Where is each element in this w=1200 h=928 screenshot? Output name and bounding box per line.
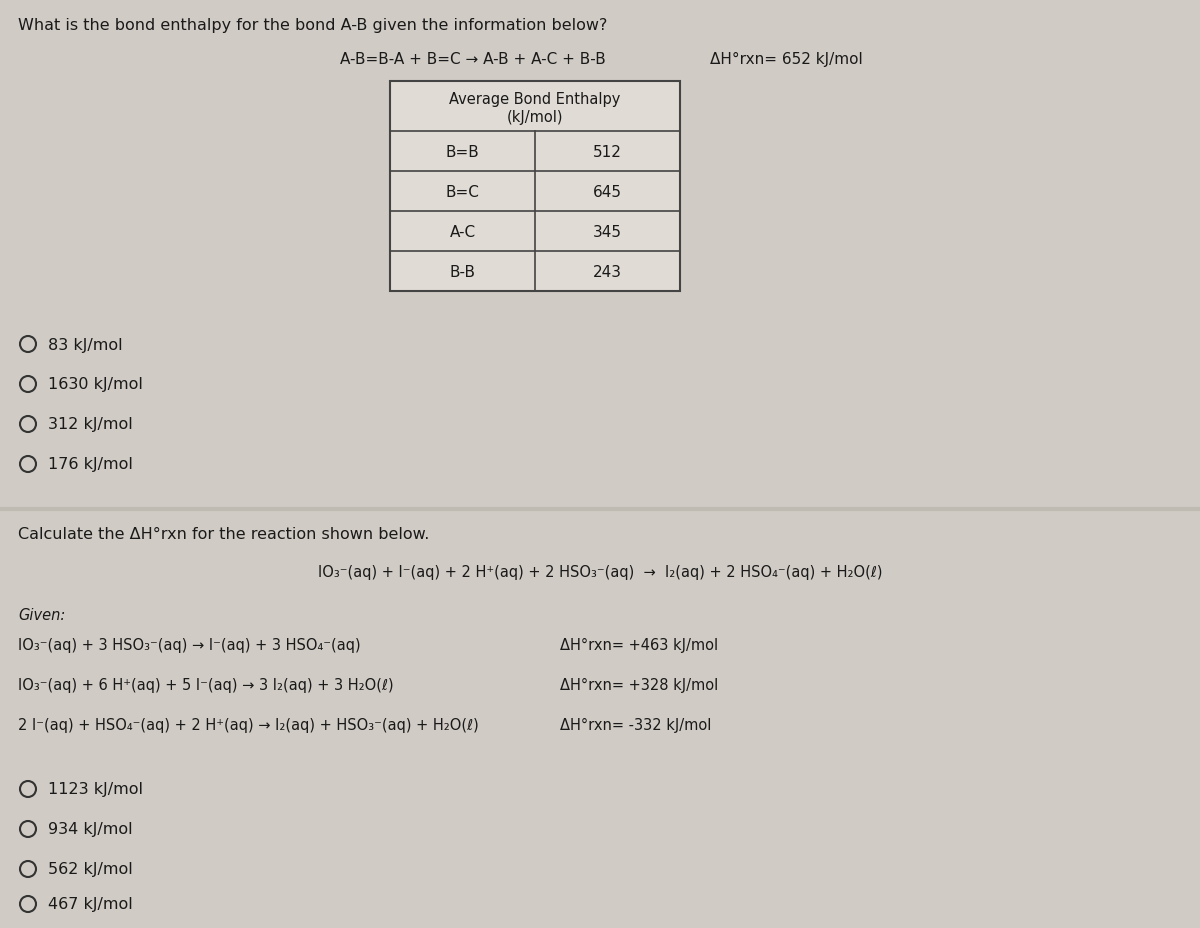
Text: ΔH°rxn= 652 kJ/mol: ΔH°rxn= 652 kJ/mol (710, 52, 863, 67)
Text: 467 kJ/mol: 467 kJ/mol (48, 896, 133, 911)
Text: IO₃⁻(aq) + 3 HSO₃⁻(aq) → I⁻(aq) + 3 HSO₄⁻(aq): IO₃⁻(aq) + 3 HSO₃⁻(aq) → I⁻(aq) + 3 HSO₄… (18, 638, 361, 652)
Text: Average Bond Enthalpy: Average Bond Enthalpy (449, 91, 620, 107)
Text: 176 kJ/mol: 176 kJ/mol (48, 457, 133, 472)
Text: 512: 512 (593, 145, 622, 160)
Text: (kJ/mol): (kJ/mol) (506, 110, 563, 124)
Text: 243: 243 (593, 264, 622, 279)
Text: What is the bond enthalpy for the bond A-B given the information below?: What is the bond enthalpy for the bond A… (18, 18, 607, 33)
Text: 312 kJ/mol: 312 kJ/mol (48, 417, 133, 432)
Text: 934 kJ/mol: 934 kJ/mol (48, 821, 133, 837)
Text: ΔH°rxn= -332 kJ/mol: ΔH°rxn= -332 kJ/mol (560, 717, 712, 732)
Text: 1123 kJ/mol: 1123 kJ/mol (48, 781, 143, 796)
Text: 645: 645 (593, 185, 622, 200)
Bar (390, 82, 680, 291)
Text: A-B=B-A + B=C → A-B + A-C + B-B: A-B=B-A + B=C → A-B + A-C + B-B (340, 52, 606, 67)
Text: ΔH°rxn= +328 kJ/mol: ΔH°rxn= +328 kJ/mol (560, 677, 719, 692)
Text: 345: 345 (593, 225, 622, 239)
Text: 1630 kJ/mol: 1630 kJ/mol (48, 377, 143, 392)
Text: 562 kJ/mol: 562 kJ/mol (48, 861, 133, 877)
Text: B=B: B=B (445, 145, 479, 160)
Text: ΔH°rxn= +463 kJ/mol: ΔH°rxn= +463 kJ/mol (560, 638, 718, 652)
Bar (390, 82, 680, 291)
Text: B=C: B=C (445, 185, 480, 200)
Text: A-C: A-C (450, 225, 475, 239)
Text: 2 I⁻(aq) + HSO₄⁻(aq) + 2 H⁺(aq) → I₂(aq) + HSO₃⁻(aq) + H₂O(ℓ): 2 I⁻(aq) + HSO₄⁻(aq) + 2 H⁺(aq) → I₂(aq)… (18, 717, 479, 732)
Text: IO₃⁻(aq) + 6 H⁺(aq) + 5 I⁻(aq) → 3 I₂(aq) + 3 H₂O(ℓ): IO₃⁻(aq) + 6 H⁺(aq) + 5 I⁻(aq) → 3 I₂(aq… (18, 677, 394, 692)
Text: 83 kJ/mol: 83 kJ/mol (48, 337, 122, 352)
Text: IO₃⁻(aq) + I⁻(aq) + 2 H⁺(aq) + 2 HSO₃⁻(aq)  →  I₂(aq) + 2 HSO₄⁻(aq) + H₂O(ℓ): IO₃⁻(aq) + I⁻(aq) + 2 H⁺(aq) + 2 HSO₃⁻(a… (318, 564, 882, 579)
Text: Given:: Given: (18, 607, 65, 623)
Text: B-B: B-B (450, 264, 475, 279)
Text: Calculate the ΔH°rxn for the reaction shown below.: Calculate the ΔH°rxn for the reaction sh… (18, 526, 430, 541)
